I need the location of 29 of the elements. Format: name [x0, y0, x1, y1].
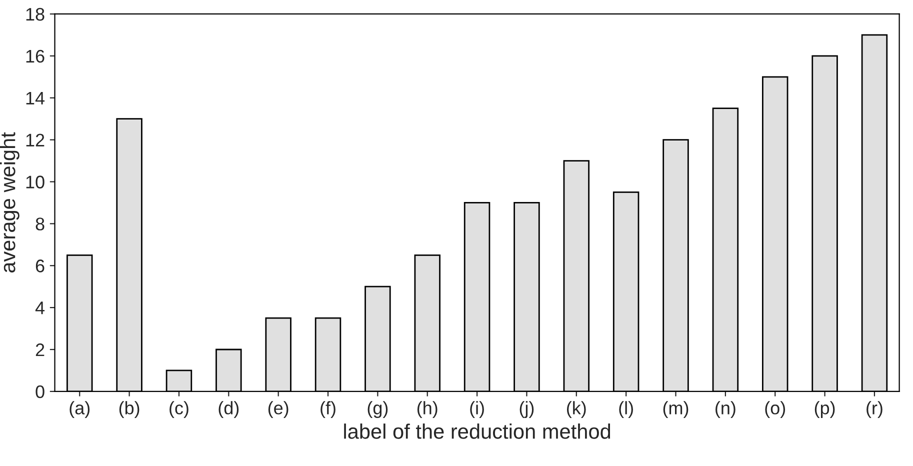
x-tick-label: (e): [268, 401, 288, 418]
x-tick-label: (l): [619, 401, 633, 418]
x-tick-label: (d): [218, 401, 239, 418]
y-tick-label: 10: [26, 176, 44, 188]
x-tick-label: (r): [866, 401, 882, 418]
y-axis-title: average weight: [0, 132, 20, 272]
y-tick-label: 0: [36, 385, 44, 398]
y-tick-label: 8: [36, 218, 44, 230]
x-tick-label: (a): [70, 401, 90, 418]
x-tick-label: (n): [716, 401, 736, 418]
x-tick-label: (g): [368, 401, 388, 418]
y-tick-label: 14: [26, 92, 45, 104]
x-tick-label: (m): [663, 401, 688, 418]
x-tick-label: (b): [119, 401, 140, 418]
y-tick-label: 16: [26, 50, 44, 63]
x-tick-label: (c): [170, 401, 188, 418]
x-tick-label: (j): [520, 401, 534, 418]
x-tick-label: (f): [320, 401, 336, 418]
x-axis-title: label of the reduction method: [344, 424, 610, 439]
x-tick-label: (i): [470, 401, 484, 418]
y-tick-label: 4: [35, 302, 45, 314]
x-tick-label: (h): [417, 401, 438, 418]
y-tick-label: 12: [26, 134, 44, 146]
x-tick-label: (p): [814, 401, 835, 418]
y-tick-label: 18: [26, 8, 44, 21]
x-tick-label: (k): [566, 401, 586, 418]
y-tick-label: 2: [36, 343, 44, 356]
x-tick-label: (o): [765, 401, 786, 418]
y-tick-label: 6: [36, 260, 44, 272]
